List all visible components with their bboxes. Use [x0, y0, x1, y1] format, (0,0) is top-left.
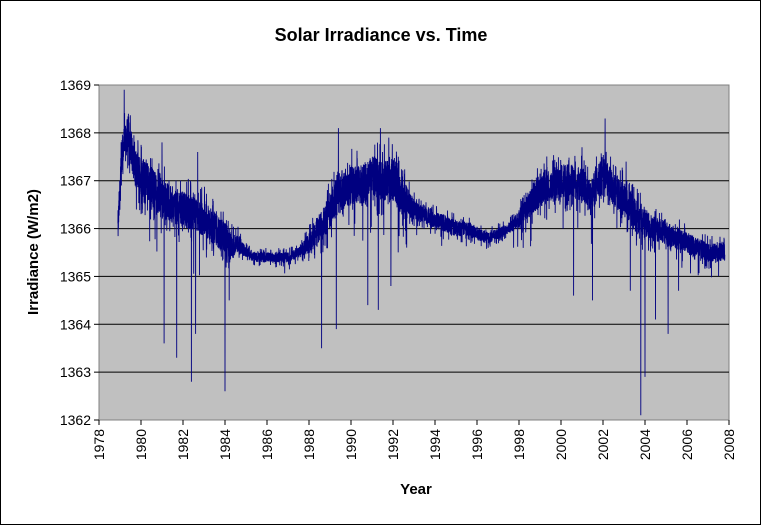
x-tick-label: 2000	[553, 429, 569, 460]
x-tick-label: 1996	[469, 429, 485, 460]
x-tick-label: 2004	[637, 429, 653, 460]
y-tick-label: 1367	[60, 173, 91, 189]
x-tick-label: 1986	[259, 429, 275, 460]
x-tick-label: 1980	[133, 429, 149, 460]
y-tick-label: 1362	[60, 412, 91, 428]
series-group	[117, 89, 726, 416]
x-tick-label: 1982	[175, 429, 191, 460]
x-tick-label: 1992	[385, 429, 401, 460]
y-tick-labels: 1362 1363 1364 1365 1366 1367 1368 1369	[60, 77, 99, 428]
x-tick-label: 1988	[301, 429, 317, 460]
y-tick-label: 1366	[60, 221, 91, 237]
x-tick-label: 1984	[217, 429, 233, 460]
plot-area	[98, 84, 730, 421]
x-tick-label: 1990	[343, 429, 359, 460]
x-tick-label: 2008	[721, 429, 737, 460]
x-tick-label: 2006	[679, 429, 695, 460]
y-tick-label: 1369	[60, 77, 91, 93]
y-tick-label: 1364	[60, 316, 91, 332]
x-tick-label: 1978	[91, 429, 107, 460]
gridlines	[99, 132, 729, 373]
x-tick-labels: 1978 1980 1982 1984 1986 1988 1990 1992 1994 1996…	[91, 420, 737, 460]
y-tick-label: 1363	[60, 364, 91, 380]
series-line-solar-irradiance	[117, 89, 726, 416]
x-tick-label: 1994	[427, 429, 443, 460]
x-tick-label: 1998	[511, 429, 527, 460]
y-tick-label: 1368	[60, 125, 91, 141]
chart-title: Solar Irradiance vs. Time	[275, 25, 488, 45]
y-axis-label: Irradiance (W/m2)	[25, 189, 42, 315]
y-tick-label: 1365	[60, 268, 91, 284]
x-tick-label: 2002	[595, 429, 611, 460]
x-axis-label: Year	[400, 481, 432, 498]
